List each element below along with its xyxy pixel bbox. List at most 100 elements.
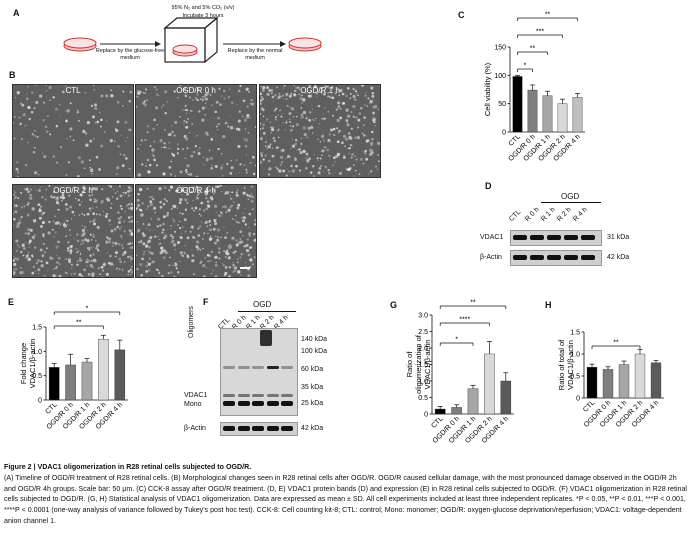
cell-speckle	[324, 165, 327, 168]
cell-speckle	[202, 263, 206, 268]
cell-speckle	[109, 185, 113, 188]
cell-speckle	[170, 160, 172, 163]
cell-speckle	[126, 255, 130, 259]
cell-speckle	[229, 197, 233, 200]
cell-speckle	[128, 218, 130, 220]
cell-speckle	[117, 145, 120, 148]
cell-speckle	[126, 136, 129, 138]
cell-speckle	[251, 263, 255, 266]
y-axis-label: Ratio ofoligomerization ofVDAC1/β-actin	[405, 334, 432, 394]
cell-speckle	[21, 103, 25, 107]
cell-speckle	[52, 274, 56, 277]
cell-speckle	[278, 92, 281, 95]
blot-f-band-actin	[266, 426, 279, 431]
cell-speckle	[24, 242, 26, 244]
cell-speckle	[52, 96, 55, 99]
cell-speckle	[114, 242, 118, 246]
cell-speckle	[27, 141, 29, 144]
cell-speckle	[16, 257, 20, 261]
cell-speckle	[323, 117, 327, 121]
cell-speckle	[231, 237, 234, 240]
sig-label: **	[76, 320, 82, 327]
cell-speckle	[213, 204, 218, 208]
cell-speckle	[242, 216, 246, 220]
cell-speckle	[44, 198, 47, 201]
cell-speckle	[284, 129, 286, 131]
cell-speckle	[276, 167, 279, 170]
cell-speckle	[163, 142, 166, 145]
cell-speckle	[61, 199, 63, 202]
cell-speckle	[262, 158, 265, 161]
cell-speckle	[286, 156, 289, 159]
cell-speckle	[137, 90, 141, 94]
cell-speckle	[20, 102, 23, 105]
cell-speckle	[183, 251, 187, 255]
cell-speckle	[225, 249, 229, 253]
cell-speckle	[171, 130, 174, 134]
cell-speckle	[300, 142, 303, 145]
cell-speckle	[34, 129, 36, 132]
cell-speckle	[179, 251, 183, 255]
cell-speckle	[320, 154, 323, 157]
cell-speckle	[345, 137, 349, 141]
cell-speckle	[208, 221, 211, 224]
cell-speckle	[158, 269, 160, 271]
cell-speckle	[302, 98, 306, 102]
cell-speckle	[33, 107, 36, 110]
cell-speckle	[186, 255, 190, 259]
cell-speckle	[344, 138, 346, 140]
cell-speckle	[91, 266, 94, 269]
cell-speckle	[203, 232, 206, 235]
cell-speckle	[49, 256, 53, 260]
cell-speckle	[179, 115, 181, 118]
cell-speckle	[143, 92, 146, 95]
cell-speckle	[63, 222, 65, 224]
cell-speckle	[251, 208, 254, 211]
cell-speckle	[196, 88, 200, 91]
bar-1	[602, 369, 614, 399]
cell-speckle	[78, 119, 80, 122]
cell-speckle	[156, 225, 160, 228]
cell-speckle	[196, 93, 199, 96]
cell-speckle	[168, 189, 171, 192]
chart-g: 0 0.5 1.0 1.5 2.0 2.5 3.0 Ratio ofoligomerizati…	[405, 300, 514, 445]
cell-speckle	[144, 100, 146, 102]
cell-speckle	[346, 109, 348, 111]
cell-speckle	[77, 174, 80, 177]
cell-speckle	[296, 141, 298, 143]
cell-speckle	[40, 260, 43, 263]
cell-speckle	[172, 264, 174, 267]
cell-speckle	[188, 96, 191, 99]
cell-speckle	[190, 225, 194, 229]
cell-speckle	[73, 186, 76, 188]
cell-speckle	[175, 189, 179, 193]
sig-label: *	[524, 63, 527, 70]
cell-speckle	[266, 86, 269, 90]
cell-speckle	[83, 214, 86, 216]
cell-speckle	[150, 218, 153, 220]
cell-speckle	[39, 94, 43, 98]
cell-speckle	[89, 220, 92, 223]
cell-speckle	[137, 96, 139, 98]
cell-speckle	[25, 124, 28, 126]
cell-speckle	[106, 120, 108, 122]
cell-speckle	[143, 103, 147, 107]
cell-speckle	[328, 154, 331, 158]
cell-speckle	[66, 109, 70, 113]
cell-speckle	[192, 200, 194, 202]
cell-speckle	[130, 189, 133, 192]
cell-speckle	[29, 193, 32, 197]
cell-speckle	[76, 233, 79, 236]
cell-speckle	[350, 111, 353, 113]
blot-d-row-actin: β-Actin	[480, 254, 502, 261]
cell-speckle	[228, 266, 232, 269]
cell-speckle	[324, 107, 326, 109]
cell-speckle	[156, 217, 161, 221]
cell-speckle	[141, 163, 144, 166]
cell-speckle	[21, 271, 25, 275]
cell-speckle	[84, 132, 88, 135]
cell-speckle	[353, 175, 356, 177]
cell-speckle	[225, 191, 227, 193]
cell-speckle	[140, 273, 144, 277]
cell-speckle	[228, 192, 230, 194]
